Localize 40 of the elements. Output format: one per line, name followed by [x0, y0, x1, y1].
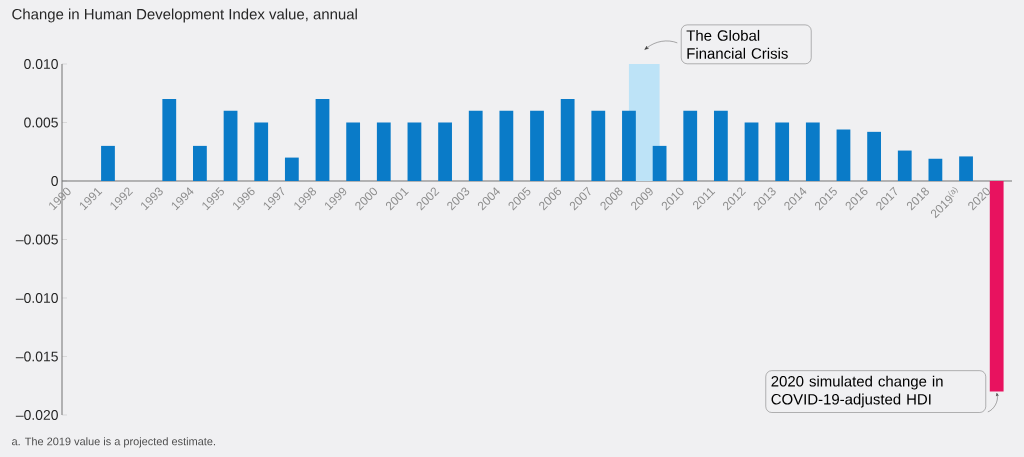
bar — [223, 110, 238, 181]
y-tick-label: –0.015 — [15, 351, 58, 362]
y-tick-label: 0.010 — [24, 59, 58, 69]
bar — [652, 145, 667, 181]
bar — [284, 157, 299, 181]
bar — [438, 122, 452, 181]
bar — [499, 110, 514, 181]
bar — [591, 110, 606, 181]
y-tick-label: 0.005 — [24, 117, 58, 128]
bar — [836, 129, 851, 181]
bar — [560, 99, 575, 181]
bar — [315, 99, 330, 181]
bar — [775, 122, 790, 181]
bar — [897, 150, 912, 181]
bar — [989, 180, 1004, 392]
bar — [959, 156, 973, 181]
bar — [744, 122, 759, 181]
bar — [683, 110, 698, 181]
text: a. The 2019 value is a projected estimate. — [12, 437, 215, 448]
bar — [530, 110, 544, 181]
bar — [713, 110, 728, 181]
y-tick-label: –0.020 — [15, 410, 58, 420]
y-tick-label: –0.005 — [15, 234, 58, 245]
bar — [193, 145, 207, 181]
bar — [376, 122, 391, 181]
bar — [805, 122, 820, 181]
band-label: The Global Financial Crisis — [686, 29, 788, 59]
bar — [101, 145, 115, 181]
bar — [468, 110, 483, 181]
bar — [622, 110, 636, 181]
bar — [162, 99, 177, 181]
bar — [928, 158, 943, 181]
annotation: 2020 simulated change in COVID-19-adjusted HDI — [771, 375, 943, 408]
y-tick-label: –0.010 — [15, 293, 58, 303]
chart-title: Change in Human Development Index value, annual — [12, 8, 357, 23]
bar — [867, 131, 881, 181]
y-tick-label: 0 — [51, 176, 58, 186]
bar — [254, 122, 269, 181]
bar — [407, 122, 422, 181]
bar — [346, 122, 361, 181]
